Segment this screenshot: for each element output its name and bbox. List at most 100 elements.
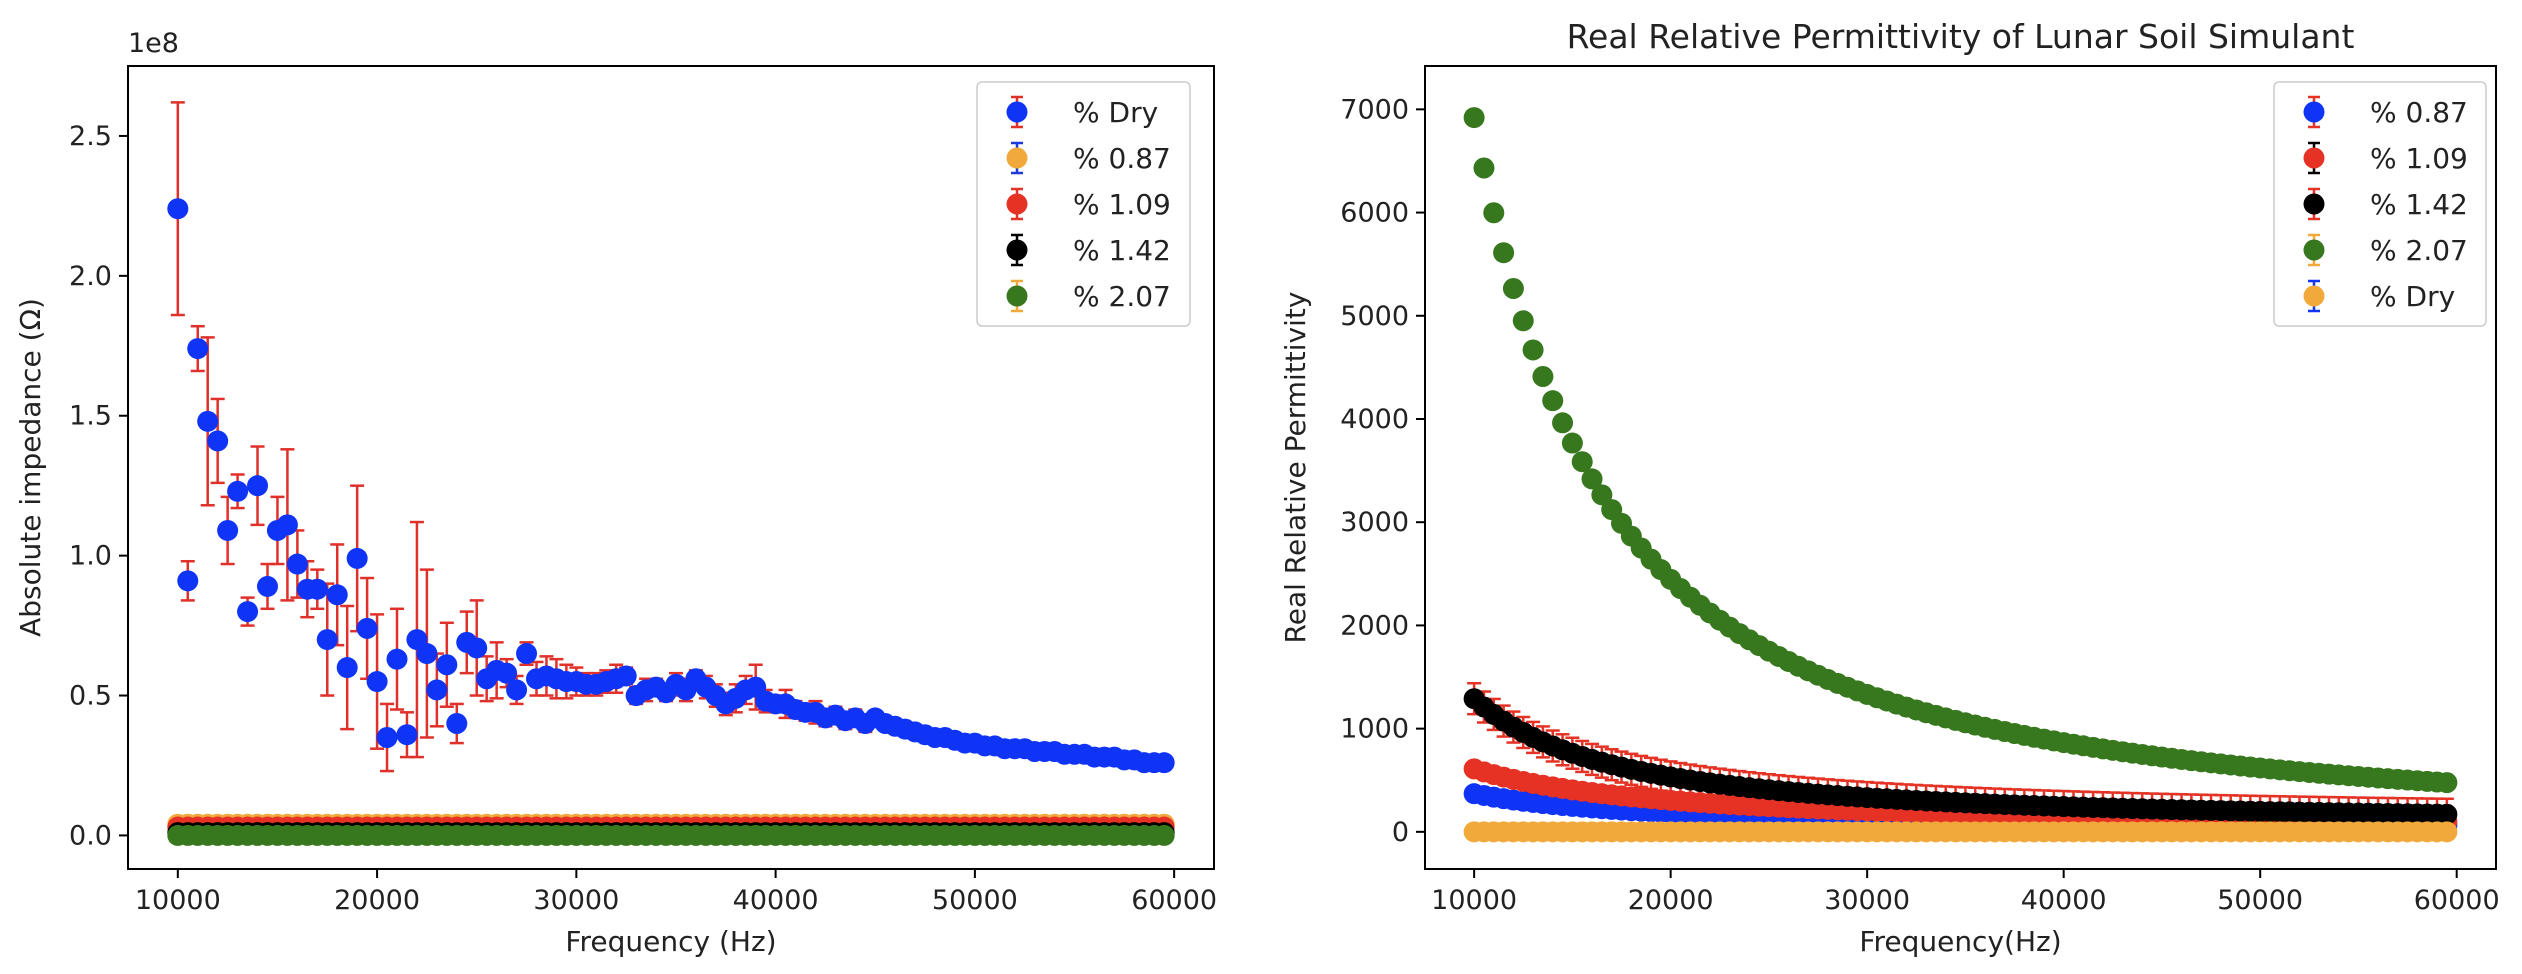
legend-label: % 2.07 — [2370, 234, 2468, 267]
y-tick-label: 0.5 — [69, 681, 112, 712]
data-point — [227, 480, 249, 502]
data-point — [2436, 803, 2458, 825]
permittivity-chart-title: Real Relative Permittivity of Lunar Soil… — [1567, 17, 2355, 56]
data-point — [446, 713, 468, 735]
data-point — [316, 629, 338, 651]
y-tick-label: 2000 — [1340, 610, 1409, 641]
data-point — [1512, 310, 1534, 332]
y-tick-label: 1.0 — [69, 541, 112, 572]
data-point — [1153, 752, 1175, 774]
permittivity-chart: Real Relative Permittivity of Lunar Soil… — [1279, 17, 2500, 958]
y-tick-label: 5000 — [1340, 301, 1409, 332]
legend-marker — [2303, 193, 2325, 215]
y-tick-label: 1000 — [1340, 714, 1409, 745]
data-point — [2436, 772, 2458, 794]
legend-label: % Dry — [2370, 280, 2455, 313]
data-point — [276, 514, 298, 536]
data-point — [1522, 339, 1544, 361]
x-tick-label: 10000 — [135, 885, 221, 916]
permittivity-legend: % 0.87 % 1.09 % 1.42 % 2.07 % Dry — [2273, 81, 2487, 327]
legend-marker — [1006, 239, 1028, 261]
data-point — [366, 671, 388, 693]
permittivity-plot-frame — [1424, 65, 2497, 870]
legend-label: % 1.42 — [2370, 188, 2468, 221]
data-point — [237, 601, 259, 623]
legend-marker — [2303, 285, 2325, 307]
data-point — [306, 578, 328, 600]
impedance-plot-frame — [127, 65, 1215, 870]
y-tick-label: 2.0 — [69, 261, 112, 292]
data-point — [256, 575, 278, 597]
legend-marker — [2303, 147, 2325, 169]
legend-label: % 0.87 — [2370, 96, 2468, 129]
legend-marker — [2303, 239, 2325, 261]
data-point — [516, 643, 538, 665]
data-point — [1473, 157, 1495, 179]
legend-label: % 1.09 — [2370, 142, 2468, 175]
data-point — [615, 665, 637, 687]
data-point — [1483, 202, 1505, 224]
data-point — [1552, 412, 1574, 434]
permittivity-x-axis-label: Frequency(Hz) — [1859, 925, 2061, 958]
data-point — [1493, 242, 1515, 264]
data-point — [2436, 821, 2458, 843]
data-point — [356, 617, 378, 639]
y-tick-label: 2.5 — [69, 121, 112, 152]
data-point — [1502, 278, 1524, 300]
data-point — [396, 724, 418, 746]
x-tick-label: 60000 — [1131, 885, 1217, 916]
permittivity-axis-ticks: 10000 20000 30000 40000 50000 60000 0 1000 2000 3… — [1340, 94, 2499, 916]
y-tick-label: 0.0 — [69, 820, 112, 851]
data-point — [207, 430, 229, 452]
data-point — [506, 679, 528, 701]
y-tick-label: 4000 — [1340, 404, 1409, 435]
impedance-data-marks — [167, 101, 1175, 846]
impedance-y-axis-label: Absolute impedance (Ω) — [14, 298, 47, 637]
x-tick-label: 40000 — [733, 885, 819, 916]
data-point — [177, 570, 199, 592]
data-point — [187, 338, 209, 360]
x-tick-label: 50000 — [2217, 885, 2303, 916]
data-point — [1591, 484, 1613, 506]
legend-marker — [1006, 101, 1028, 123]
legend-box — [976, 81, 1191, 327]
data-point — [286, 553, 308, 575]
impedance-axis-ticks: 10000 20000 30000 40000 50000 60000 0.0 0.5 1.0 1… — [69, 121, 1217, 916]
legend-label: % 1.09 — [1073, 188, 1171, 221]
y-tick-label: 6000 — [1340, 198, 1409, 229]
data-point — [167, 198, 189, 220]
legend-box — [2273, 81, 2487, 327]
data-point — [336, 657, 358, 679]
data-point — [1532, 365, 1554, 387]
x-tick-label: 30000 — [533, 885, 619, 916]
data-point — [1561, 432, 1583, 454]
data-point — [416, 643, 438, 665]
legend-marker — [2303, 101, 2325, 123]
data-point — [1153, 824, 1175, 846]
legend-label: % Dry — [1073, 96, 1158, 129]
permittivity-y-axis-label: Real Relative Permittivity — [1279, 292, 1312, 644]
impedance-x-axis-label: Frequency (Hz) — [565, 925, 776, 958]
legend-marker — [1006, 147, 1028, 169]
y-tick-label: 7000 — [1340, 94, 1409, 125]
data-point — [376, 726, 398, 748]
data-point — [326, 584, 348, 606]
data-point — [1542, 390, 1564, 412]
x-tick-label: 40000 — [2021, 885, 2107, 916]
y-tick-label: 0 — [1392, 817, 1409, 848]
x-tick-label: 10000 — [1431, 885, 1517, 916]
y-tick-label: 1.5 — [69, 401, 112, 432]
impedance-chart: 1e8 Frequency (Hz) Absolute impedance (Ω… — [14, 28, 1217, 958]
data-point — [346, 547, 368, 569]
y-tick-label: 3000 — [1340, 507, 1409, 538]
data-point — [1463, 107, 1485, 129]
x-tick-label: 20000 — [1628, 885, 1714, 916]
impedance-y-offset-text: 1e8 — [128, 28, 179, 59]
legend-label: % 2.07 — [1073, 280, 1171, 313]
data-point — [197, 410, 219, 432]
series-3 — [1463, 107, 2458, 794]
series-2 — [1463, 681, 2458, 831]
series-4 — [167, 824, 1175, 846]
legend-marker — [1006, 193, 1028, 215]
